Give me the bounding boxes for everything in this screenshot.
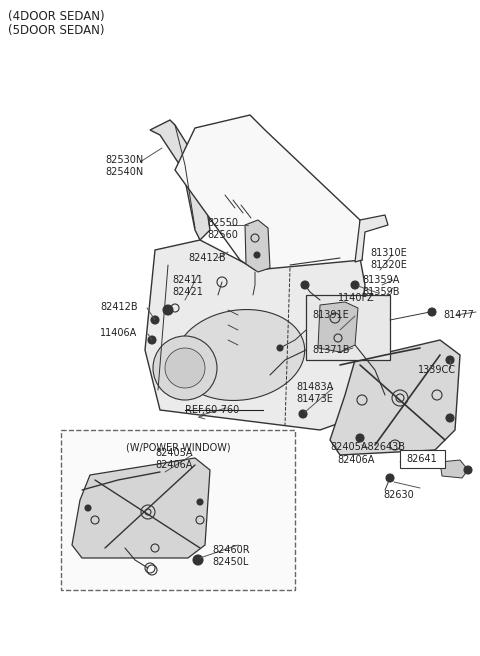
Text: 82550
82560: 82550 82560 [207, 218, 238, 239]
Text: 81391E: 81391E [312, 310, 349, 320]
Polygon shape [355, 215, 388, 262]
Text: 82412B: 82412B [100, 302, 138, 312]
Circle shape [165, 348, 205, 388]
Text: 82460R
82450L: 82460R 82450L [212, 545, 250, 567]
Polygon shape [175, 115, 362, 270]
Text: 81310E
81320E: 81310E 81320E [370, 248, 407, 270]
Circle shape [254, 252, 260, 258]
Text: 1339CC: 1339CC [418, 365, 456, 375]
Circle shape [446, 414, 454, 422]
Circle shape [197, 499, 203, 505]
Circle shape [464, 466, 472, 474]
Polygon shape [440, 460, 468, 478]
Text: 81371B: 81371B [312, 345, 349, 355]
Text: 82412B: 82412B [188, 253, 226, 263]
Circle shape [386, 474, 394, 482]
Text: REF.60-760: REF.60-760 [185, 405, 239, 415]
Circle shape [299, 410, 307, 418]
Text: 82406A: 82406A [337, 455, 374, 465]
Text: 82405A
82406A: 82405A 82406A [155, 448, 192, 470]
Text: 82411
82421: 82411 82421 [172, 275, 203, 297]
Text: 82641: 82641 [407, 454, 437, 464]
Circle shape [153, 336, 217, 400]
Polygon shape [318, 302, 358, 352]
Circle shape [193, 555, 203, 565]
Text: 81477: 81477 [443, 310, 474, 320]
Circle shape [351, 281, 359, 289]
Text: (W/POWER WINDOW): (W/POWER WINDOW) [126, 443, 230, 453]
Text: 82530N
82540N: 82530N 82540N [105, 155, 143, 176]
Text: 82405A82643B: 82405A82643B [330, 442, 405, 452]
Circle shape [356, 434, 364, 442]
Polygon shape [72, 458, 210, 558]
Circle shape [277, 345, 283, 351]
Text: 81359A
81359B: 81359A 81359B [362, 275, 399, 297]
Polygon shape [330, 340, 460, 455]
Ellipse shape [175, 310, 305, 400]
Text: 81483A
81473E: 81483A 81473E [296, 382, 333, 403]
Polygon shape [145, 240, 365, 430]
Circle shape [148, 336, 156, 344]
Circle shape [85, 505, 91, 511]
Circle shape [446, 356, 454, 364]
Text: 1140FZ: 1140FZ [338, 293, 375, 303]
Text: (5DOOR SEDAN): (5DOOR SEDAN) [8, 24, 105, 37]
Circle shape [151, 316, 159, 324]
Bar [61, 430, 295, 590]
Text: (4DOOR SEDAN): (4DOOR SEDAN) [8, 10, 105, 23]
Polygon shape [150, 120, 210, 240]
Bar [400, 450, 445, 468]
Circle shape [163, 305, 173, 315]
Circle shape [301, 281, 309, 289]
Text: 82630: 82630 [383, 490, 414, 500]
Circle shape [428, 308, 436, 316]
Bar [306, 295, 390, 360]
Text: 11406A: 11406A [100, 328, 137, 338]
Polygon shape [245, 220, 270, 272]
